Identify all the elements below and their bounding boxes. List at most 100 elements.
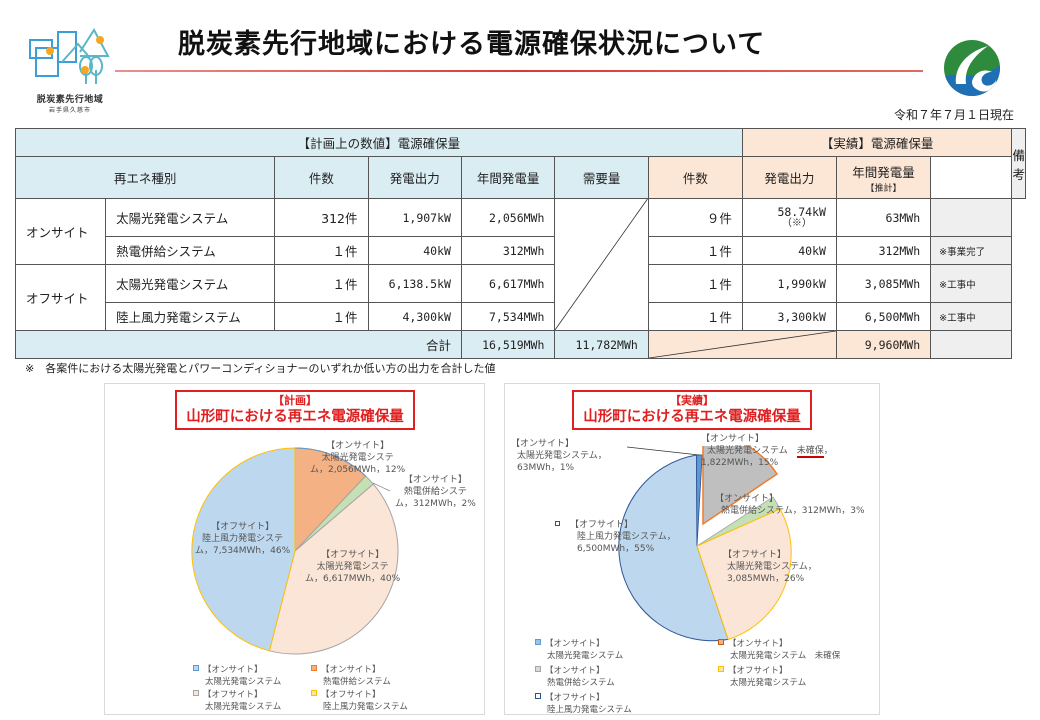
act-count: １件 [647,236,743,265]
col-act-count: 件数 [647,156,743,199]
plan-count: １件 [274,236,369,265]
plan-chart-title-main: 山形町における再エネ電源確保量 [186,409,404,425]
actual-section-header: 【実績】電源確保量 [741,128,1013,157]
act-output: 40kW [741,236,837,265]
plan-chart-title: 【計画】 山形町における再エネ電源確保量 [175,390,415,430]
plan-output: 40kW [367,236,462,265]
legend-item: 【オフサイト】 陸上風力発電システム [535,693,632,716]
logo-caption: 脱炭素先行地域 [36,95,104,105]
plan-label-offsite-wind: 【オフサイト】 陸上風力発電システ ム，7,534MWh，46% [195,522,291,556]
plan-pie-icon [191,447,399,655]
plan-count: 312件 [274,198,369,237]
total-plan-annual: 16,519MWh [460,330,556,359]
act-output: 1,990kW [741,264,837,303]
group-onsite: オンサイト [14,198,107,265]
logo-subcaption: 岩手県久慈市 [48,107,91,114]
actual-chart-title-main: 山形町における再エネ電源確保量 [583,409,801,425]
act-annual: 312MWh [835,236,932,265]
plan-chart-title-top: 【計画】 [273,394,317,407]
remarks-header: 備考 [1011,128,1026,199]
col-act-annual-label: 年間発電量 [852,164,915,180]
legend-swatch-icon [193,690,199,696]
table-row: 熱電併給システム １件 40kW 312MWh １件 40kW 312MWh ※… [16,236,1026,265]
system-name: 陸上風力発電システム [105,302,276,331]
col-annual: 年間発電量 [460,156,556,199]
actual-pie-icon [618,446,792,642]
power-supply-table: 【計画上の数値】電源確保量 【実績】電源確保量 備考 再エネ種別 件数 発電出力… [14,128,1026,359]
act-output: 58.74kW （※） [741,198,837,237]
legend-key-icon [555,521,560,526]
total-row: 合計 16,519MWh 11,782MWh 9,960MWh [15,330,1026,359]
plan-count: １件 [274,302,369,331]
legend-item: 【オンサイト】 熱電併給システム [535,666,615,689]
plan-annual: 2,056MWh [460,198,556,237]
act-output-value: 58.74kW [777,204,826,219]
legend-swatch-icon [718,666,724,672]
plan-annual: 312MWh [460,236,556,265]
kuji-city-emblem [942,38,1002,98]
plan-annual: 7,534MWh [460,302,556,331]
datsutanso-logo: 脱炭素先行地域 岩手県久慈市 [22,22,118,118]
act-count: １件 [647,264,743,303]
legend-swatch-icon [193,665,199,671]
table-row: オンサイト 太陽光発電システム 312件 1,907kW 2,056MWh ９件… [14,198,1026,331]
total-act-annual: 9,960MWh [835,330,932,359]
legend-swatch-icon [535,693,541,699]
act-annual: 6,500MWh [835,302,932,331]
plan-output: 6,138.5kW [367,264,462,303]
col-count: 件数 [274,156,369,199]
as-of-date: 令和７年７月１日現在 [893,108,1014,122]
legend-swatch-icon [535,666,541,672]
col-type: 再エネ種別 [14,156,276,199]
act-output: 3,300kW [741,302,837,331]
act-count: １件 [647,302,743,331]
total-demand: 11,782MWh [554,330,649,359]
legend-item: 【オンサイト】 熱電併給システム [311,665,391,688]
actual-label-onsite-solar-unsecured: 【オンサイト】 太陽光発電システム 未確保， 1,822MWh，15% [701,434,833,468]
plan-count: １件 [274,264,369,303]
actual-chart-title-top: 【実績】 [670,394,714,407]
page-title: 脱炭素先行地域における電源確保状況について [178,29,766,60]
actual-label-onsite-chp: 【オンサイト】 熱電併給システム，312MWh，3% [715,494,865,516]
title-underline [115,70,923,72]
remark: ※工事中 [930,264,1013,303]
total-remark-empty [930,330,1013,359]
act-annual: 63MWh [835,198,932,237]
actual-label-onsite-solar: 【オンサイト】 太陽光発電システム， 63MWh，1% [511,439,607,473]
act-output-note: （※） [781,217,812,229]
datsutanso-logo-icon [29,28,110,84]
city-emblem-icon [944,40,1000,96]
legend-swatch-icon [311,665,317,671]
plan-output: 1,907kW [367,198,462,237]
demand-empty-diagonal [554,198,649,331]
remark: ※事業完了 [930,236,1013,265]
remark [930,198,1013,237]
legend-swatch-icon [311,690,317,696]
actual-chart-title: 【実績】 山形町における再エネ電源確保量 [572,390,812,430]
remark: ※工事中 [930,302,1013,331]
legend-item: 【オフサイト】 太陽光発電システム [193,690,281,713]
unsecured-underlined: 未確保 [796,446,824,458]
actual-legend: 【オンサイト】 太陽光発電システム 【オンサイト】 太陽光発電システム 未確保 【オ… [535,639,875,716]
col-act-annual: 年間発電量 【推計】 [835,156,932,199]
legend-item: 【オフサイト】 太陽光発電システム [718,666,806,689]
legend-item: 【オンサイト】 太陽光発電システム [535,639,623,662]
actual-pie-chart: 【実績】 山形町における再エネ電源確保量 【オンサイト】 太陽光発電システム， 63… [504,383,880,715]
system-name: 太陽光発電システム [105,198,276,237]
total-label: 合計 [15,330,462,359]
col-act-annual-sub: 【推計】 [865,183,902,194]
legend-swatch-icon [535,639,541,645]
plan-label-onsite-chp: 【オンサイト】 熱電併給システ ム，312MWh，2% [395,475,476,509]
system-name: 太陽光発電システム [105,264,276,303]
system-name: 熱電併給システム [105,236,276,265]
plan-annual: 6,617MWh [460,264,556,303]
act-count: ９件 [647,198,743,237]
legend-item: 【オフサイト】 陸上風力発電システム [311,690,408,713]
plan-label-offsite-solar: 【オフサイト】 太陽光発電システ ム，6,617MWh，40% [305,550,401,584]
actual-label-offsite-solar: 【オフサイト】 太陽光発電システム， 3,085MWh，26% [723,550,817,584]
table-row: 陸上風力発電システム １件 4,300kW 7,534MWh １件 3,300k… [16,302,1026,331]
table-row: オフサイト 太陽光発電システム １件 6,138.5kW 6,617MWh １件… [14,264,1026,331]
legend-item: 【オンサイト】 太陽光発電システム [193,665,281,688]
act-annual: 3,085MWh [835,264,932,303]
plan-label-onsite-solar: 【オンサイト】 太陽光発電システ ム，2,056MWh，12% [310,441,406,475]
